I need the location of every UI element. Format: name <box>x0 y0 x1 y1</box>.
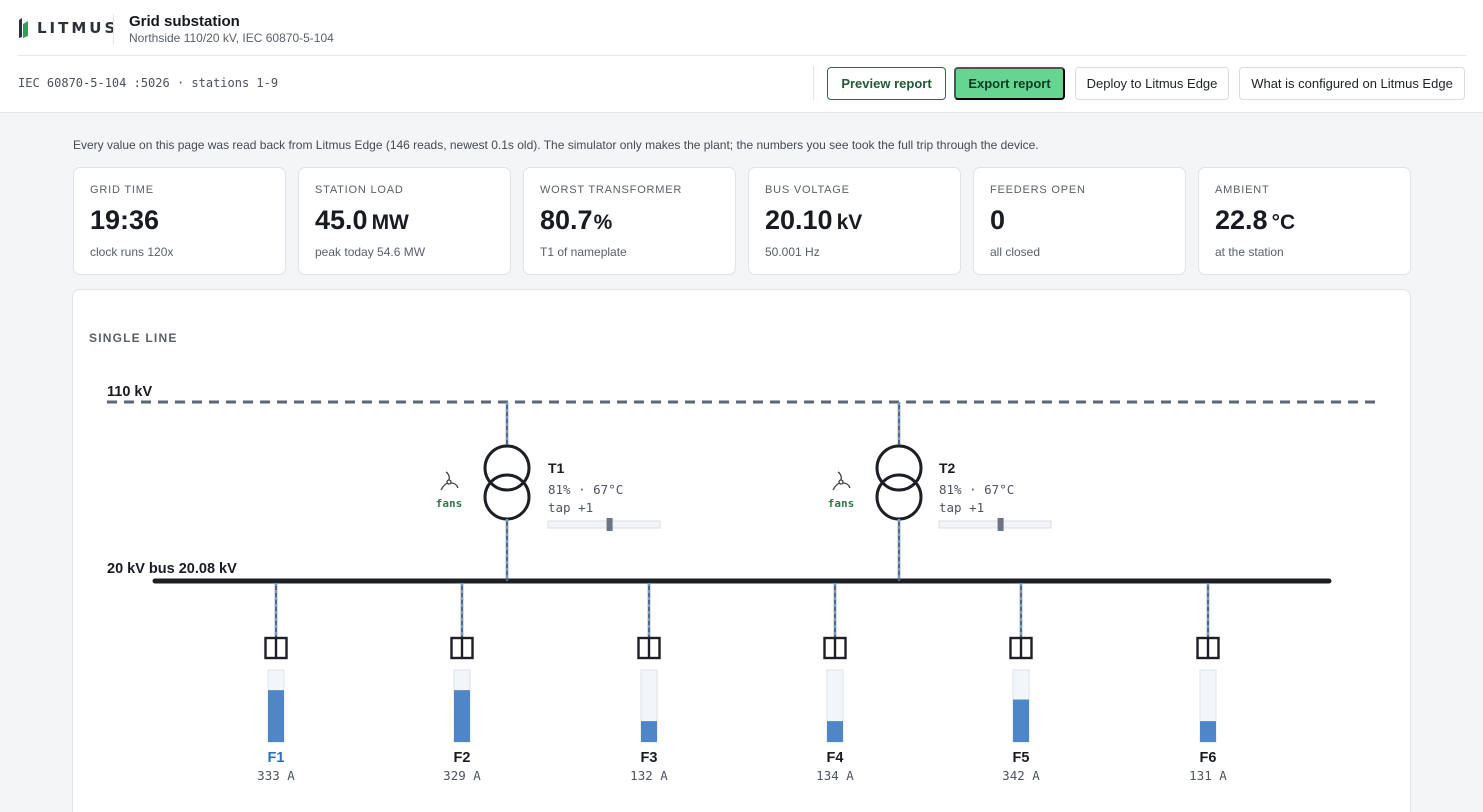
t2-fans-label: fans <box>828 497 855 510</box>
hv-bus-label: 110 kV <box>107 384 152 400</box>
toolbar-divider <box>813 66 814 100</box>
kpi-subtext: all closed <box>990 245 1041 259</box>
feeder-current: 329 A <box>443 768 481 783</box>
kpi-label: FEEDERS OPEN <box>990 184 1086 196</box>
feeder-f1[interactable]: F1 333 A <box>257 583 295 783</box>
kpi-bus-voltage: BUS VOLTAGE 20.10 kV 50.001 Hz <box>748 167 961 275</box>
fan-icon <box>832 471 851 491</box>
t2-secondary-winding <box>875 473 923 521</box>
kpi-value: 22.8 °C <box>1215 205 1295 236</box>
kpi-feeders-open: FEEDERS OPEN 0 all closed <box>973 167 1186 275</box>
feeder-name[interactable]: F2 <box>454 750 471 766</box>
kpi-unit: % <box>593 211 613 234</box>
kpi-value: 19:36 <box>90 205 163 236</box>
t2-tap-slider-track[interactable] <box>938 520 1052 529</box>
brand-logo[interactable]: LITMUS <box>18 17 118 39</box>
kpi-label: GRID TIME <box>90 184 154 196</box>
kpi-value: 0 <box>990 205 1009 236</box>
kpi-label: AMBIENT <box>1215 184 1270 196</box>
kpi-number: 80.7 <box>540 205 593 235</box>
t2-tap: tap +1 <box>939 500 984 515</box>
kpi-number: 0 <box>990 205 1006 235</box>
kpi-label: WORST TRANSFORMER <box>540 184 683 196</box>
kpi-subtext: 50.001 Hz <box>765 245 820 259</box>
kpi-unit: °C <box>1271 211 1296 234</box>
t1-tap-slider-thumb[interactable] <box>606 518 613 531</box>
feeder-load-bar-fill <box>1200 721 1216 742</box>
fan-icon <box>440 471 459 491</box>
protocol-endpoint: IEC 60870-5-104 :5026 · stations 1-9 <box>18 76 279 90</box>
t1-tap-slider-track[interactable] <box>547 520 661 529</box>
t1-fans-label: fans <box>436 497 463 510</box>
kpi-value: 20.10 kV <box>765 205 862 236</box>
kpi-grid-time: GRID TIME 19:36 clock runs 120x <box>73 167 286 275</box>
top-bar: LITMUS Grid substation Northside 110/20 … <box>0 0 1483 113</box>
feeder-current: 333 A <box>257 768 295 783</box>
panel-title: SINGLE LINE <box>89 331 178 345</box>
single-line-panel: SINGLE LINE 110 kV 20 kV bus 20.08 kV fa… <box>72 289 1411 812</box>
feeder-load-bar-fill <box>641 721 657 742</box>
feeder-f6[interactable]: F6 131 A <box>1189 583 1227 783</box>
kpi-ambient: AMBIENT 22.8 °C at the station <box>1198 167 1411 275</box>
feeder-name[interactable]: F6 <box>1200 750 1217 766</box>
kpi-label: BUS VOLTAGE <box>765 184 850 196</box>
kpi-station-load: STATION LOAD 45.0 MW peak today 54.6 MW <box>298 167 511 275</box>
mv-bus-label: 20 kV bus 20.08 kV <box>107 561 237 577</box>
kpi-subtext: peak today 54.6 MW <box>315 245 426 259</box>
single-line-diagram: 110 kV 20 kV bus 20.08 kV fans T1 81% · … <box>107 384 1379 783</box>
kpi-number: 20.10 <box>765 205 833 235</box>
feeder-load-bar-fill <box>268 690 284 742</box>
feeder-name[interactable]: F4 <box>827 750 844 766</box>
what-is-configured-button[interactable]: What is configured on Litmus Edge <box>1239 67 1465 100</box>
kpi-subtext: T1 of nameplate <box>540 245 627 259</box>
export-report-button[interactable]: Export report <box>954 67 1065 100</box>
feeder-f2[interactable]: F2 329 A <box>443 583 481 783</box>
readback-notice: Every value on this page was read back f… <box>73 138 1039 152</box>
feeder-name[interactable]: F1 <box>268 750 285 766</box>
feeder-current: 131 A <box>1189 768 1227 783</box>
t2-name: T2 <box>939 460 956 476</box>
kpi-worst-transformer: WORST TRANSFORMER 80.7% T1 of nameplate <box>523 167 736 275</box>
kpi-number: 45.0 <box>315 205 368 235</box>
brand-wordmark: LITMUS <box>37 19 119 37</box>
header-separator <box>18 55 1466 56</box>
deploy-to-litmus-edge-button[interactable]: Deploy to Litmus Edge <box>1075 67 1229 100</box>
kpi-value: 45.0 MW <box>315 205 409 236</box>
feeder-name[interactable]: F3 <box>641 750 658 766</box>
feeder-current: 134 A <box>816 768 854 783</box>
kpi-subtext: clock runs 120x <box>90 245 174 259</box>
t2-status: 81% · 67°C <box>939 482 1014 497</box>
feeder-f4[interactable]: F4 134 A <box>816 583 854 783</box>
page-title: Grid substation <box>129 13 240 30</box>
t1-name: T1 <box>548 460 565 476</box>
preview-report-button[interactable]: Preview report <box>827 67 946 100</box>
t1-status: 81% · 67°C <box>548 482 623 497</box>
t1-primary-winding <box>483 444 531 492</box>
kpi-unit: MW <box>371 211 409 234</box>
transformer-t2[interactable]: fans T2 81% · 67°C tap +1 <box>828 402 1052 581</box>
feeders-group: F1 333 A F2 329 A F3 132 A F4 134 A F5 342 A F6 131… <box>257 583 1227 783</box>
feeder-f3[interactable]: F3 132 A <box>630 583 668 783</box>
kpi-label: STATION LOAD <box>315 184 404 196</box>
kpi-unit: kV <box>836 211 863 234</box>
feeder-f5[interactable]: F5 342 A <box>1002 583 1040 783</box>
feeder-name[interactable]: F5 <box>1013 750 1030 766</box>
kpi-subtext: at the station <box>1215 245 1284 259</box>
kpi-number: 22.8 <box>1215 205 1268 235</box>
transformer-t1[interactable]: fans T1 81% · 67°C tap +1 <box>436 402 661 581</box>
page-subtitle: Northside 110/20 kV, IEC 60870-5-104 <box>129 31 334 45</box>
kpi-value: 80.7% <box>540 205 612 236</box>
header-divider <box>113 14 114 44</box>
litmus-logo-icon <box>19 18 28 38</box>
feeder-load-bar-fill <box>1013 699 1029 742</box>
t2-tap-slider-thumb[interactable] <box>997 518 1004 531</box>
t2-primary-winding <box>875 444 923 492</box>
feeder-current: 342 A <box>1002 768 1040 783</box>
t1-secondary-winding <box>483 473 531 521</box>
t1-tap: tap +1 <box>548 500 593 515</box>
feeder-load-bar-fill <box>454 690 470 742</box>
feeder-current: 132 A <box>630 768 668 783</box>
kpi-number: 19:36 <box>90 205 160 235</box>
feeder-load-bar-fill <box>827 721 843 742</box>
